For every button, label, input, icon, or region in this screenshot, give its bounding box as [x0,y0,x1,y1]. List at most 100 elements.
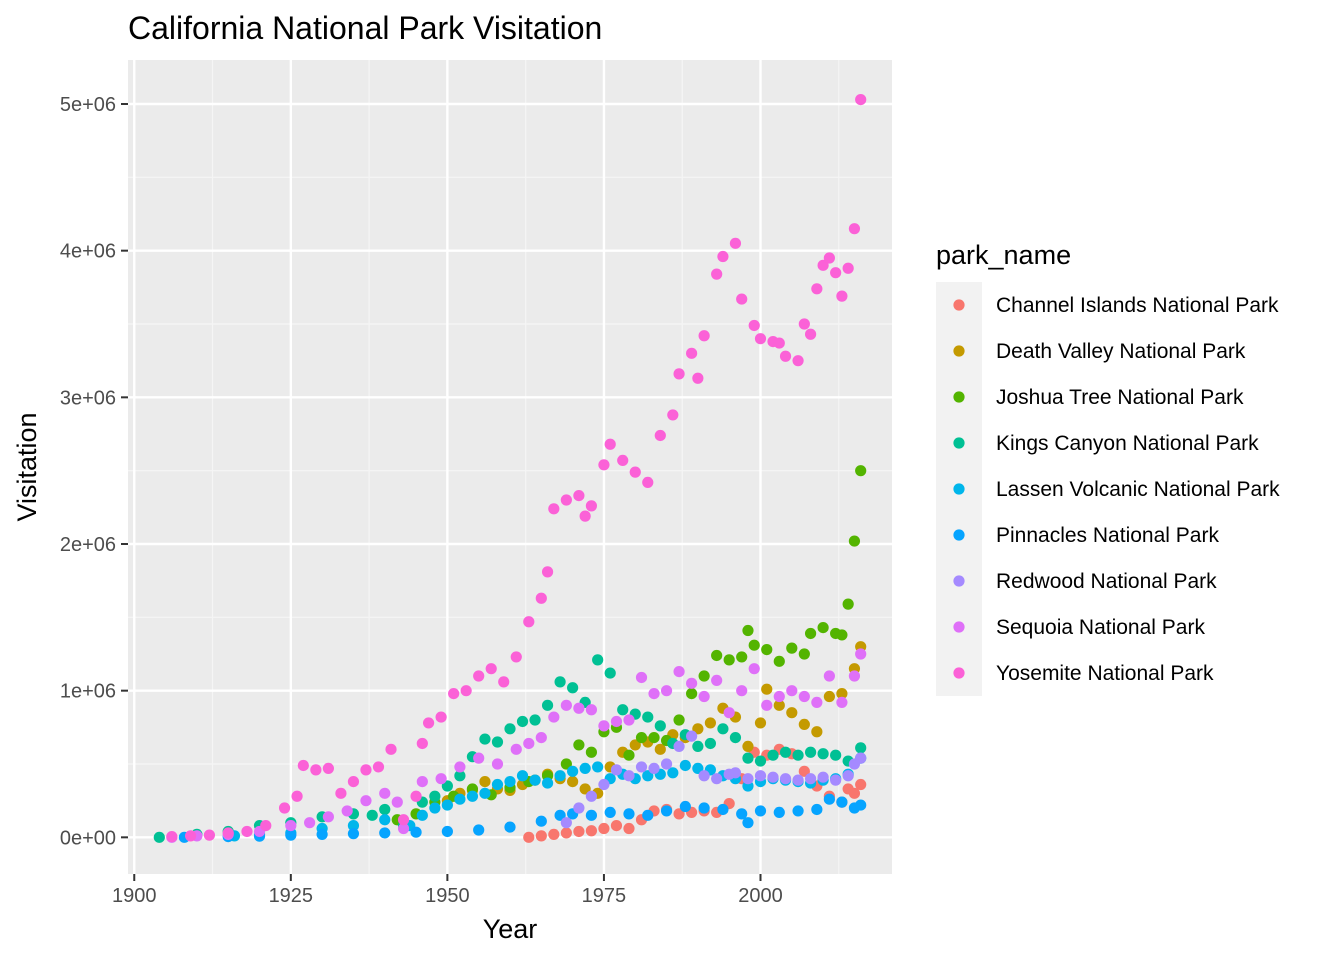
legend-symbol [953,437,965,449]
data-point [704,717,716,729]
x-tick-label: 2000 [738,885,783,907]
data-point [473,824,485,836]
data-point [410,790,422,802]
data-point [510,651,522,663]
data-point [510,743,522,755]
data-point [560,827,572,839]
data-point [585,825,598,837]
data-point [779,350,792,362]
data-point [842,598,854,610]
data-point [610,764,623,776]
data-point [817,259,829,271]
data-point [836,290,848,302]
data-point [698,330,710,342]
data-point [479,733,491,745]
data-point [767,771,779,783]
legend-symbol [953,483,965,495]
data-point [579,762,591,775]
data-point [686,730,698,742]
data-point [842,262,854,274]
data-point [529,714,541,726]
data-point [698,690,710,703]
data-point [617,704,629,716]
data-point [567,682,579,694]
data-point [686,688,698,700]
data-point [203,829,216,841]
data-point [761,683,773,695]
data-point [836,796,848,808]
data-point [804,746,817,758]
data-point [610,820,623,832]
data-point [830,774,842,786]
legend-symbol [953,529,965,541]
y-tick-label: 0e+00 [60,827,116,849]
data-point [736,685,748,697]
data-point [773,337,785,349]
data-point [629,466,641,478]
data-point [516,770,529,782]
data-point [773,806,785,819]
data-point [855,465,867,477]
data-point [855,778,867,791]
y-tick-label: 3e+06 [60,387,116,409]
data-point [654,743,666,755]
data-point [441,799,453,811]
data-point [642,711,654,723]
data-point [610,715,623,728]
data-point [529,774,541,786]
data-point [736,651,748,663]
data-point [711,268,723,280]
data-point [491,758,504,770]
x-tick-label: 1900 [112,885,157,907]
data-point [573,825,585,838]
data-point [479,776,491,788]
data-point [285,820,297,832]
data-point [391,796,403,808]
data-point [372,761,385,773]
data-point [379,803,391,816]
data-point [830,749,842,761]
data-point [836,696,848,709]
data-point [629,739,641,751]
data-point [692,372,704,384]
data-point [491,736,504,748]
data-point [673,714,685,726]
data-points [153,94,867,843]
data-point [554,676,566,688]
data-point [422,717,435,729]
data-point [598,720,610,732]
data-point [798,318,810,330]
data-point [761,699,773,711]
data-point [823,690,835,703]
data-point [667,409,679,421]
data-point [686,347,698,359]
data-point [360,764,372,776]
legend-symbol [953,345,965,357]
data-point [836,629,848,641]
data-point [855,742,867,754]
y-tick-label: 1e+06 [60,681,116,703]
data-point [397,822,410,835]
data-point [748,639,760,651]
data-point [736,293,748,305]
data-point [754,755,767,767]
data-point [767,749,779,761]
data-point [754,333,767,345]
data-point [592,654,604,666]
data-point [786,685,798,697]
data-point [535,830,547,842]
data-point [855,94,867,106]
data-point [623,714,635,726]
data-point [798,690,810,703]
data-point [848,535,861,547]
data-point [742,773,754,785]
legend-symbol [953,391,965,403]
legend-label: Joshua Tree National Park [996,386,1244,409]
data-point [848,787,861,799]
data-point [692,740,704,753]
data-point [598,822,610,835]
data-point [560,494,572,506]
y-tick-label: 2e+06 [60,534,116,556]
data-point [742,740,754,753]
x-tick-label: 1975 [582,885,627,907]
